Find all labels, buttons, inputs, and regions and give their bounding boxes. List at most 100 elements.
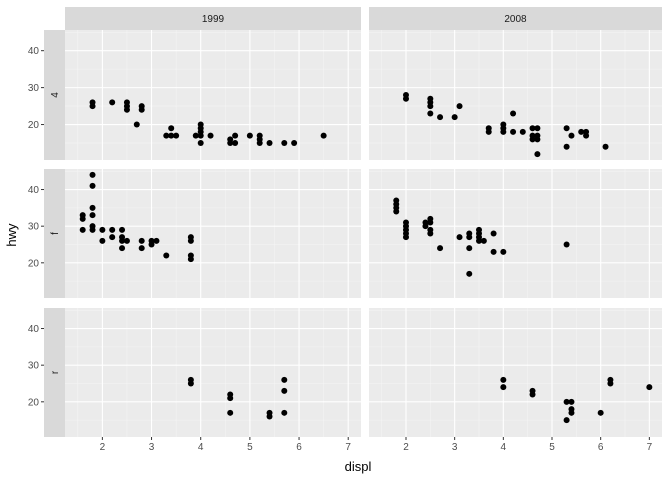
data-point [192,132,199,139]
data-point [427,103,434,110]
data-point [227,140,234,147]
data-point [534,125,541,132]
data-point [207,132,214,139]
gridlines [65,30,662,437]
data-point [246,132,253,139]
data-point [529,136,536,143]
data-point [583,132,590,139]
data-point [173,132,180,139]
data-point [480,237,487,244]
x-axis-title: displ [345,459,372,474]
data-point [475,237,482,244]
data-point [500,384,507,391]
data-point [563,398,570,405]
data-points [79,92,653,424]
data-point [187,380,194,387]
data-point [563,241,570,248]
x-tick-label: 4 [198,442,204,453]
data-point [153,237,160,244]
data-point [519,128,526,135]
data-point [109,99,116,106]
strip-row-4 [44,30,65,160]
x-tick-label: 7 [345,442,351,453]
data-point [534,151,541,158]
data-point [119,237,126,244]
data-point [437,114,444,121]
data-point [563,125,570,132]
data-point [89,182,96,189]
data-point [138,106,145,113]
data-point [291,140,298,147]
data-point [138,237,145,244]
data-point [89,204,96,211]
data-point [529,391,536,398]
data-point [427,110,434,117]
data-point [281,376,288,383]
data-point [89,171,96,178]
data-point [563,417,570,424]
data-point [563,143,570,150]
data-point [123,237,130,244]
data-point [490,248,497,255]
data-point [500,128,507,135]
x-tick-label: 3 [149,442,155,453]
data-point [99,226,106,233]
y-tick-label: 30 [28,222,40,233]
data-point [500,248,507,255]
data-point [89,226,96,233]
x-tick-label: 5 [549,442,555,453]
data-point [138,245,145,252]
data-point [227,395,234,402]
data-point [466,245,473,252]
y-tick-label: 20 [28,258,40,269]
strip-col-2008 [369,7,662,30]
y-tick-label: 40 [28,185,40,196]
data-point [119,226,126,233]
data-point [320,132,327,139]
data-point [402,95,409,102]
data-point [534,136,541,143]
data-point [578,128,585,135]
panel-f-2008 [369,169,662,298]
data-point [510,110,517,117]
data-point [485,128,492,135]
data-point [500,376,507,383]
data-point [79,215,86,222]
panel-r-2008 [369,308,662,437]
x-tick-label: 3 [452,442,458,453]
data-point [266,413,273,420]
x-tick-label: 6 [296,442,302,453]
data-point [466,234,473,241]
data-point [197,121,204,128]
x-tick-label: 5 [247,442,253,453]
data-point [402,234,409,241]
data-point [163,252,170,259]
panel-4-2008 [369,30,662,160]
panel-backgrounds [65,30,662,437]
strip-row-r [44,308,65,437]
y-tick-label: 30 [28,361,40,372]
data-point [197,128,204,135]
data-point [99,237,106,244]
data-point [456,234,463,241]
data-point [422,223,429,230]
data-point [109,234,116,241]
data-point [466,270,473,277]
y-axis-title: hwy [4,223,19,247]
data-point [232,132,239,139]
strip-row-label: 4 [50,92,61,98]
data-point [227,409,234,416]
data-point [79,226,86,233]
data-point [568,398,575,405]
data-point [529,125,536,132]
data-point [456,103,463,110]
strip-col-1999 [65,7,361,30]
data-point [168,132,175,139]
data-point [148,241,155,248]
data-point [490,230,497,237]
data-point [197,140,204,147]
data-point [187,256,194,263]
data-point [568,132,575,139]
strip-row-label: r [50,370,61,374]
